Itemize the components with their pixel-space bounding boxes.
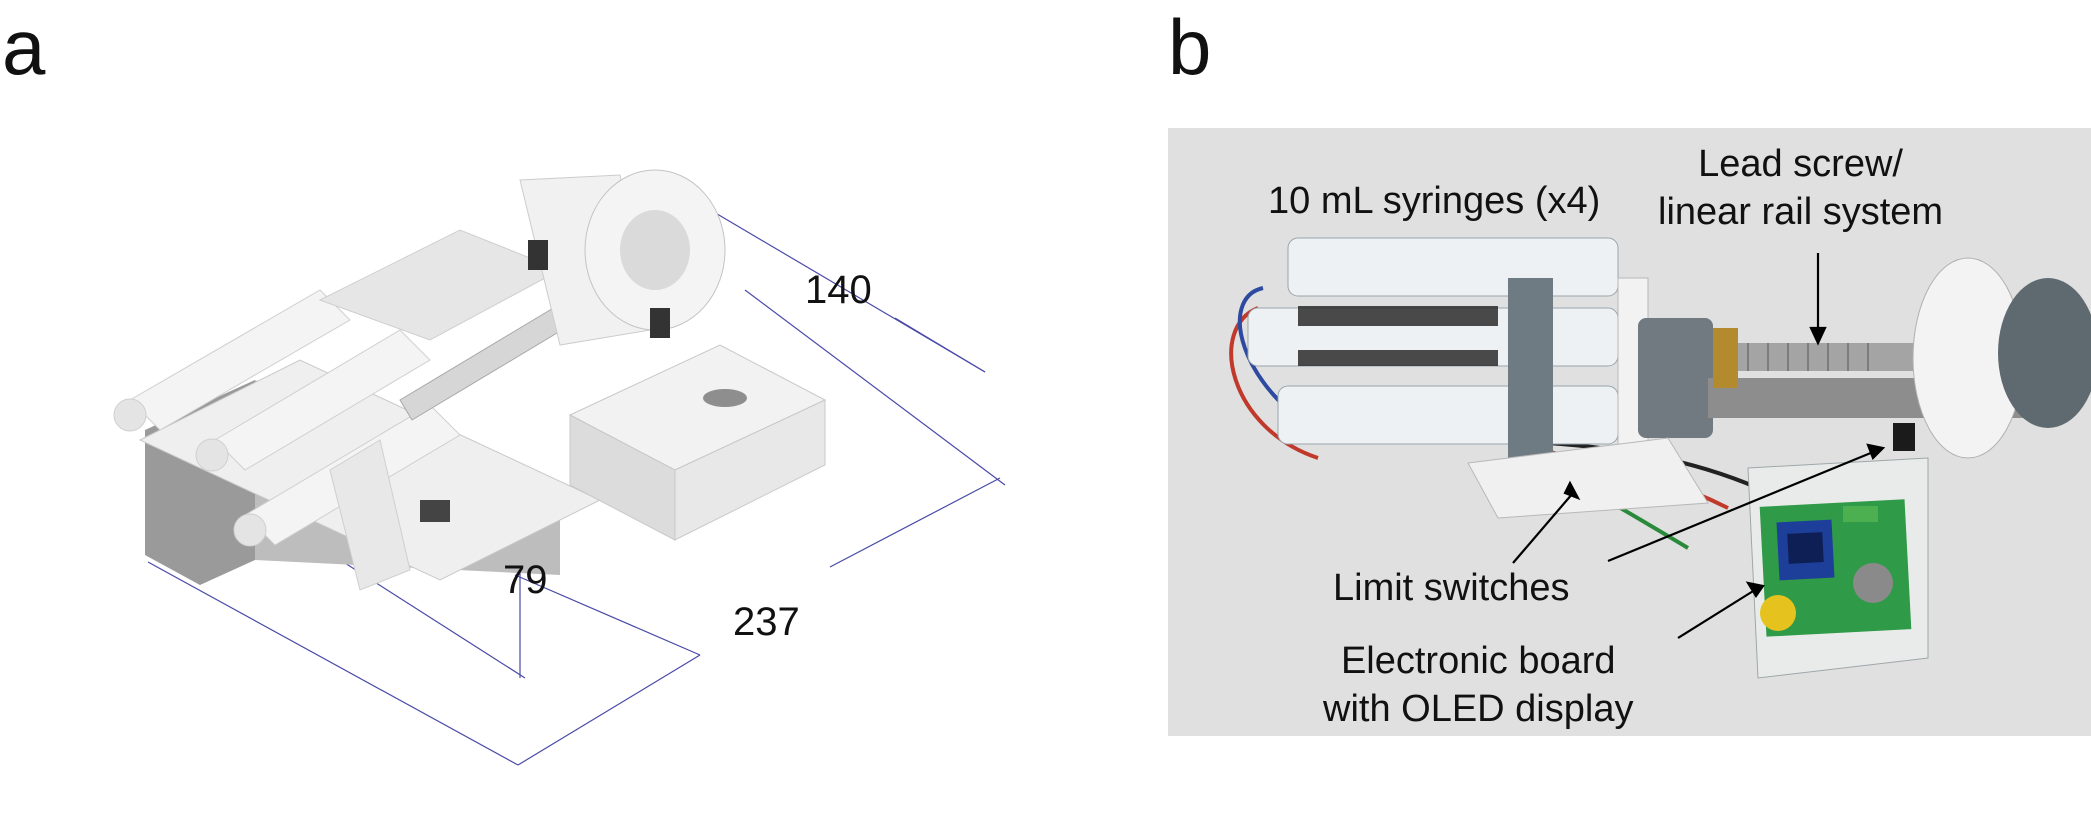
photo-syringes <box>1247 237 1619 468</box>
callout-lead-screw-line2: linear rail system <box>1658 190 1944 233</box>
dimension-height-label: 79 <box>503 558 548 602</box>
device-photo: 10 mL syringes (x4) Lead screw/ linear r… <box>1168 128 2091 736</box>
panel-b-label: b <box>1168 3 1212 91</box>
callout-lead-screw-line1: Lead screw/ <box>1698 143 1903 185</box>
dimension-width-label: 140 <box>805 268 872 312</box>
callout-limit-switches: Limit switches <box>1333 567 1570 609</box>
callout-syringes: 10 mL syringes (x4) <box>1268 180 1601 222</box>
cad-model-drawing <box>113 169 1006 766</box>
callout-pointers <box>1512 253 1886 639</box>
callout-board-line1: Electronic board <box>1340 640 1616 682</box>
photo-illustration <box>1229 237 2091 679</box>
callout-board-line2: with OLED display <box>1323 687 1634 730</box>
dimension-length-label: 237 <box>733 600 800 644</box>
electronic-board <box>1747 457 1929 679</box>
panel-a-label: a <box>2 3 46 91</box>
callout-electronic-board: Electronic board with OLED display <box>1323 638 1633 733</box>
callout-lead-screw: Lead screw/ linear rail system <box>1658 141 1943 236</box>
cad-assembly <box>113 169 827 591</box>
